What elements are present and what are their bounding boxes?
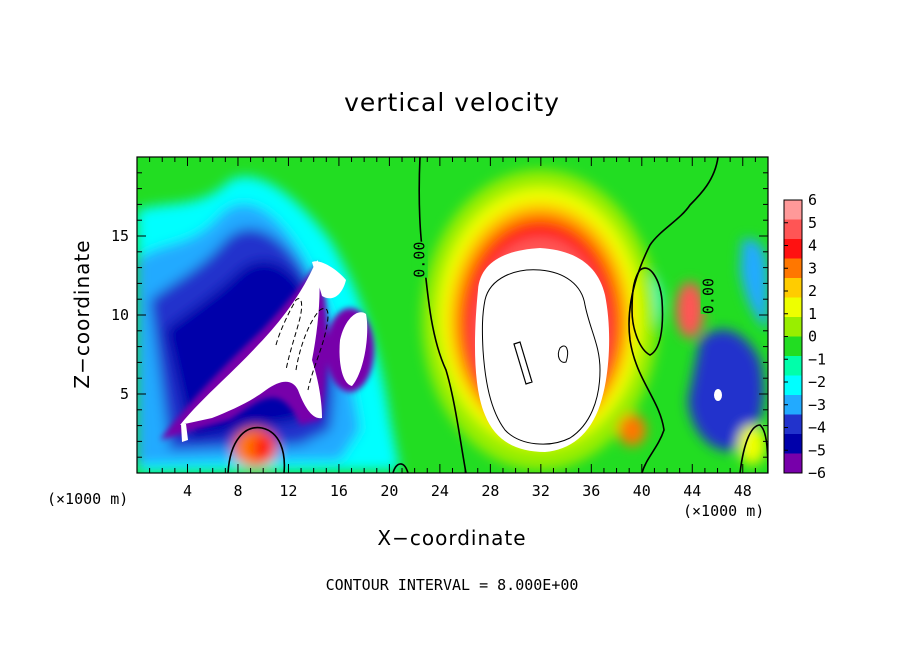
x-tick-label: 20	[380, 482, 398, 500]
colorbar-swatch	[784, 297, 802, 318]
x-axis-ticks: 4 8 12 16 20 24 28 32 36 40 44 48	[149, 157, 756, 500]
x-axis-label: X−coordinate	[377, 526, 527, 550]
colorbar-swatch	[784, 434, 802, 454]
x-tick-label: 24	[431, 482, 449, 500]
x-tick-label: 8	[233, 482, 242, 500]
downdraft-core-region	[180, 260, 322, 425]
colorbar-swatch	[784, 278, 802, 298]
colorbar-swatch	[784, 395, 802, 415]
contour-labels: 0.00 0.00	[411, 242, 718, 314]
x-tick-label: 28	[481, 482, 499, 500]
x-tick-label: 40	[633, 482, 651, 500]
colorbar-label: −6	[808, 464, 826, 482]
contour-label: 0.00	[700, 278, 718, 314]
x-unit-label-left: (×1000 m)	[47, 490, 129, 508]
x-tick-label: 12	[279, 482, 297, 500]
x-tick-label: 4	[183, 482, 192, 500]
colorbar-swatch	[784, 200, 802, 220]
colorbar-swatch	[784, 356, 802, 376]
colorbar: 6 5 4 3 2 1 0 −1 −2 −3 −4 −5 −6	[783, 191, 826, 482]
colorbar-label: 6	[808, 191, 817, 209]
colorbar-label: −2	[808, 373, 826, 391]
x-tick-label: 32	[532, 482, 550, 500]
colorbar-label: −5	[808, 441, 826, 459]
colorbar-label: −3	[808, 396, 826, 414]
colorbar-label: 2	[808, 282, 817, 300]
x-tick-label: 36	[582, 482, 600, 500]
contour-label-background	[700, 278, 717, 315]
chart-title: vertical velocity	[344, 88, 560, 117]
contour-label-background	[411, 241, 428, 278]
colorbar-label: −4	[808, 419, 826, 437]
colorbar-swatch	[784, 453, 802, 474]
colorbar-swatch	[784, 219, 802, 240]
colorbar-label: 3	[808, 259, 817, 277]
x-tick-label: 44	[683, 482, 701, 500]
x-unit-label-right: (×1000 m)	[683, 502, 765, 520]
colorbar-swatch	[784, 336, 802, 357]
colorbar-label: 5	[808, 214, 817, 232]
contour-label: 0.00	[411, 242, 429, 278]
x-tick-label: 48	[734, 482, 752, 500]
y-tick-label: 15	[111, 227, 129, 245]
x-tick-label: 16	[330, 482, 348, 500]
heatmap-field	[137, 157, 768, 473]
colorbar-label: 4	[808, 237, 817, 255]
colorbar-swatch	[784, 414, 802, 435]
y-axis-ticks: 5 10 15	[111, 172, 768, 458]
colorbar-label: −1	[808, 350, 826, 368]
contour-interval-note: CONTOUR INTERVAL = 8.000E+00	[325, 576, 579, 594]
colorbar-swatch	[784, 258, 802, 279]
colorbar-label: 1	[808, 305, 817, 323]
y-tick-label: 5	[120, 385, 129, 403]
colorbar-label: 0	[808, 328, 817, 346]
updraft-core-region	[474, 248, 610, 452]
colorbar-swatch	[784, 375, 802, 396]
y-tick-label: 10	[111, 306, 129, 324]
colorbar-swatch	[784, 317, 802, 337]
colorbar-swatch	[784, 239, 802, 259]
